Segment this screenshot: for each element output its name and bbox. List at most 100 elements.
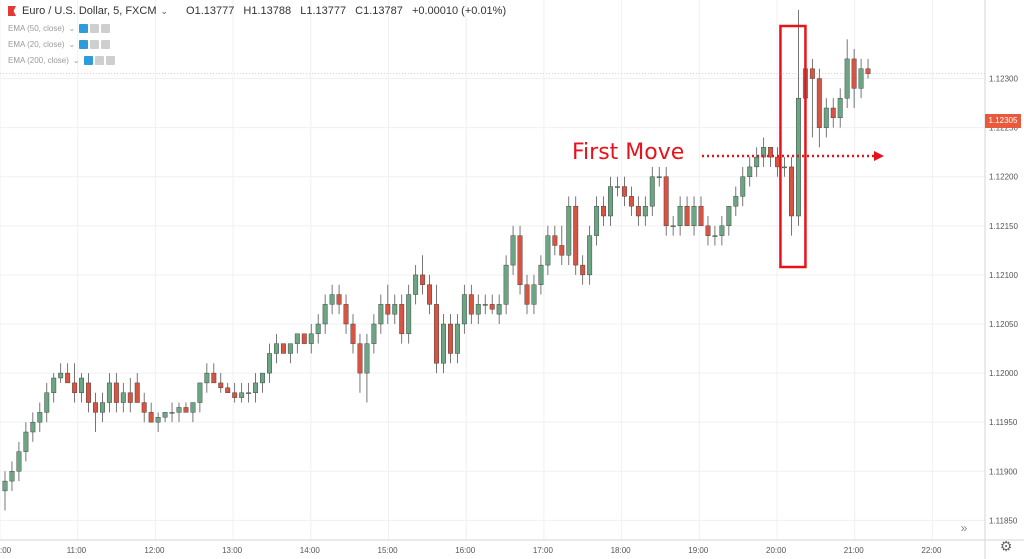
candle-body [684, 205, 690, 227]
candle-body [447, 323, 453, 354]
candle-body [72, 382, 78, 393]
candle-body [232, 392, 238, 398]
candle-body [183, 407, 189, 413]
candle-body [823, 107, 829, 128]
last-price-tag: 1.12305 [985, 114, 1021, 128]
candle-body [538, 264, 544, 285]
candle-body [197, 382, 203, 403]
candle-body [489, 304, 495, 310]
candle-body [273, 343, 279, 354]
candle-body [99, 402, 105, 413]
eye-icon[interactable] [79, 23, 89, 33]
y-tick-label: 1.12200 [989, 173, 1018, 182]
candle-body [816, 78, 822, 128]
candle-body [106, 382, 112, 403]
candle-body [851, 58, 857, 89]
candle-body [573, 205, 579, 266]
candle-body [545, 235, 551, 266]
candle-body [113, 382, 119, 403]
chevron-down-icon[interactable]: ⌄ [160, 5, 169, 16]
x-tick-label: 13:00 [222, 546, 243, 555]
candle-body [9, 471, 15, 482]
candle-body [559, 245, 565, 256]
candle-body [239, 392, 245, 398]
candle-body [267, 353, 272, 374]
candle-body [517, 235, 523, 285]
symbol-title[interactable]: Euro / U.S. Dollar, 5, FXCM [22, 5, 157, 17]
candle-body [294, 333, 300, 344]
candle-body [413, 274, 419, 295]
close-value: C1.13787 [355, 5, 403, 17]
candle-body [580, 264, 586, 276]
x-tick-label: 20:00 [766, 546, 787, 555]
candle-body [253, 382, 259, 393]
candle-body [566, 205, 572, 256]
candle-body [371, 323, 377, 344]
settings-icon[interactable] [94, 55, 104, 65]
candle-body [399, 304, 405, 335]
candle-body [385, 304, 391, 315]
candle-body [837, 97, 843, 119]
candle-body [392, 304, 398, 315]
indicator-row: EMA (200, close) ⌄ [8, 53, 117, 67]
close-icon[interactable] [105, 55, 115, 65]
settings-icon[interactable] [90, 23, 100, 33]
high-value: H1.13788 [243, 5, 292, 17]
candle-body [719, 225, 725, 236]
indicator-label[interactable]: EMA (20, close) [8, 39, 65, 49]
candle-body [468, 294, 474, 315]
candle-body [649, 176, 655, 207]
candle-body [754, 156, 760, 168]
candle-body [378, 304, 384, 325]
settings-icon[interactable] [90, 39, 100, 49]
candle-body [155, 417, 161, 423]
symbol-header: Euro / U.S. Dollar, 5, FXCM ⌄ O1.13777 H… [8, 3, 512, 19]
candle-body [246, 392, 252, 394]
candle-body [93, 402, 98, 413]
eye-icon[interactable] [83, 55, 93, 65]
candle-body [608, 186, 613, 217]
candle-body [301, 333, 307, 344]
candle-body [524, 284, 530, 305]
gear-icon[interactable]: ⚙ [999, 538, 1013, 554]
candle-body [482, 304, 488, 306]
candle-body [830, 107, 836, 119]
indicator-label[interactable]: EMA (200, close) [8, 55, 69, 65]
candle-body [705, 225, 711, 236]
y-tick-label: 1.11850 [989, 516, 1018, 525]
eye-icon[interactable] [79, 39, 89, 49]
close-icon[interactable] [101, 39, 111, 49]
candle-body [615, 186, 620, 188]
candle-body [740, 176, 746, 197]
candle-body [670, 225, 676, 228]
x-tick-label: 12:00 [144, 546, 165, 555]
candle-body [789, 166, 794, 217]
candle-body [594, 205, 600, 236]
close-icon[interactable] [101, 23, 111, 33]
candle-body [162, 412, 168, 418]
x-tick-label: 17:00 [533, 546, 554, 555]
candle-body [858, 68, 864, 89]
candle-body [628, 196, 634, 207]
candle-body [475, 304, 481, 315]
candle-body [148, 412, 154, 423]
indicator-label[interactable]: EMA (50, close) [8, 23, 65, 33]
x-tick-label: 22:00 [921, 546, 942, 555]
candle-body [768, 147, 774, 158]
chevron-down-icon[interactable]: ⌄ [68, 23, 76, 33]
low-value: L1.13777 [300, 5, 347, 17]
candle-body [844, 58, 850, 99]
chevron-down-icon[interactable]: ⌄ [68, 39, 76, 49]
annotation-arrow-head [874, 151, 884, 161]
ohlc-readout: O1.13777 H1.13788 L1.13777 C1.13787 +0.0… [186, 5, 512, 17]
candle-body [120, 392, 126, 403]
y-tick-label: 1.12150 [989, 222, 1018, 231]
candle-body [782, 166, 787, 169]
candle-body [427, 284, 433, 305]
double-chevron-right-icon[interactable]: » [960, 521, 968, 535]
candle-body [364, 343, 370, 374]
chevron-down-icon[interactable]: ⌄ [72, 55, 80, 65]
candle-body [204, 372, 210, 384]
